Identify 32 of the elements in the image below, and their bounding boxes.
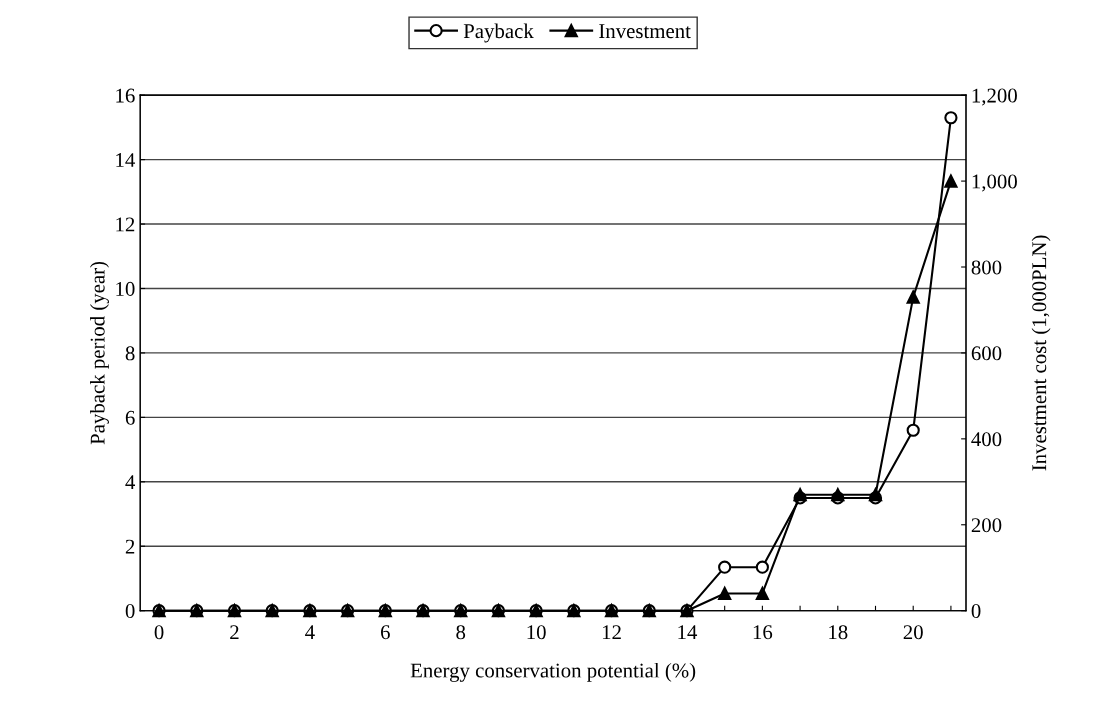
x-tick-label: 16: [753, 625, 773, 640]
y-tick-label: 14: [116, 153, 136, 167]
x-tick-label: 6: [380, 625, 390, 640]
y2-tick-label: 200: [971, 518, 1002, 533]
x-tick-label: 20: [903, 625, 923, 640]
x-tick-label: 2: [230, 625, 239, 640]
y-tick-label: 10: [116, 281, 135, 296]
x-tick-label: 14: [678, 625, 698, 640]
y2-tick-label: 400: [971, 432, 1002, 447]
y-tick-label: 6: [125, 410, 135, 425]
y-tick-label: 8: [125, 346, 135, 361]
legend-label: Investment: [599, 24, 691, 39]
y-tick-label: 12: [116, 217, 135, 232]
y2-tick-label: 1,200: [972, 88, 1017, 106]
x-tick-label: 8: [456, 625, 466, 640]
y2-tick-label: 600: [971, 346, 1002, 361]
legend-label: Payback: [463, 23, 534, 43]
y-tick-label: 16: [116, 88, 135, 103]
y2-axis-title: Investment cost (1,000PLN): [1031, 235, 1051, 471]
y-tick-label: 2: [125, 539, 135, 554]
x-tick-label: 18: [829, 625, 848, 640]
y-axis-title: Payback period (year): [90, 261, 109, 445]
y2-tick-label: 0: [971, 604, 981, 619]
x-tick-label: 0: [154, 625, 164, 640]
x-tick-label: 4: [305, 625, 315, 640]
x-tick-label: 12: [602, 625, 621, 640]
x-axis-title: Energy conservation potential (%): [410, 662, 696, 682]
x-tick-label: 10: [527, 625, 546, 640]
y2-tick-label: 1,000: [972, 174, 1017, 192]
y-tick-label: 0: [125, 604, 135, 619]
y-tick-label: 4: [125, 475, 136, 490]
y2-tick-label: 800: [971, 260, 1002, 275]
